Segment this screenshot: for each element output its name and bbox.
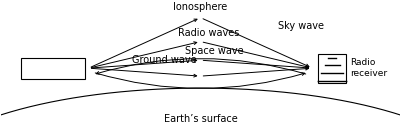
FancyBboxPatch shape	[21, 58, 85, 79]
Text: Earth’s surface: Earth’s surface	[164, 114, 237, 124]
Text: Radio waves: Radio waves	[178, 28, 239, 38]
Text: Ionosphere: Ionosphere	[173, 2, 228, 12]
Text: Space wave: Space wave	[185, 46, 244, 55]
Text: Ground wave: Ground wave	[132, 55, 197, 65]
Text: Sky wave: Sky wave	[278, 21, 324, 31]
FancyBboxPatch shape	[318, 54, 346, 83]
Text: Radio
receiver: Radio receiver	[350, 59, 387, 78]
Text: Radio station: Radio station	[23, 64, 82, 73]
